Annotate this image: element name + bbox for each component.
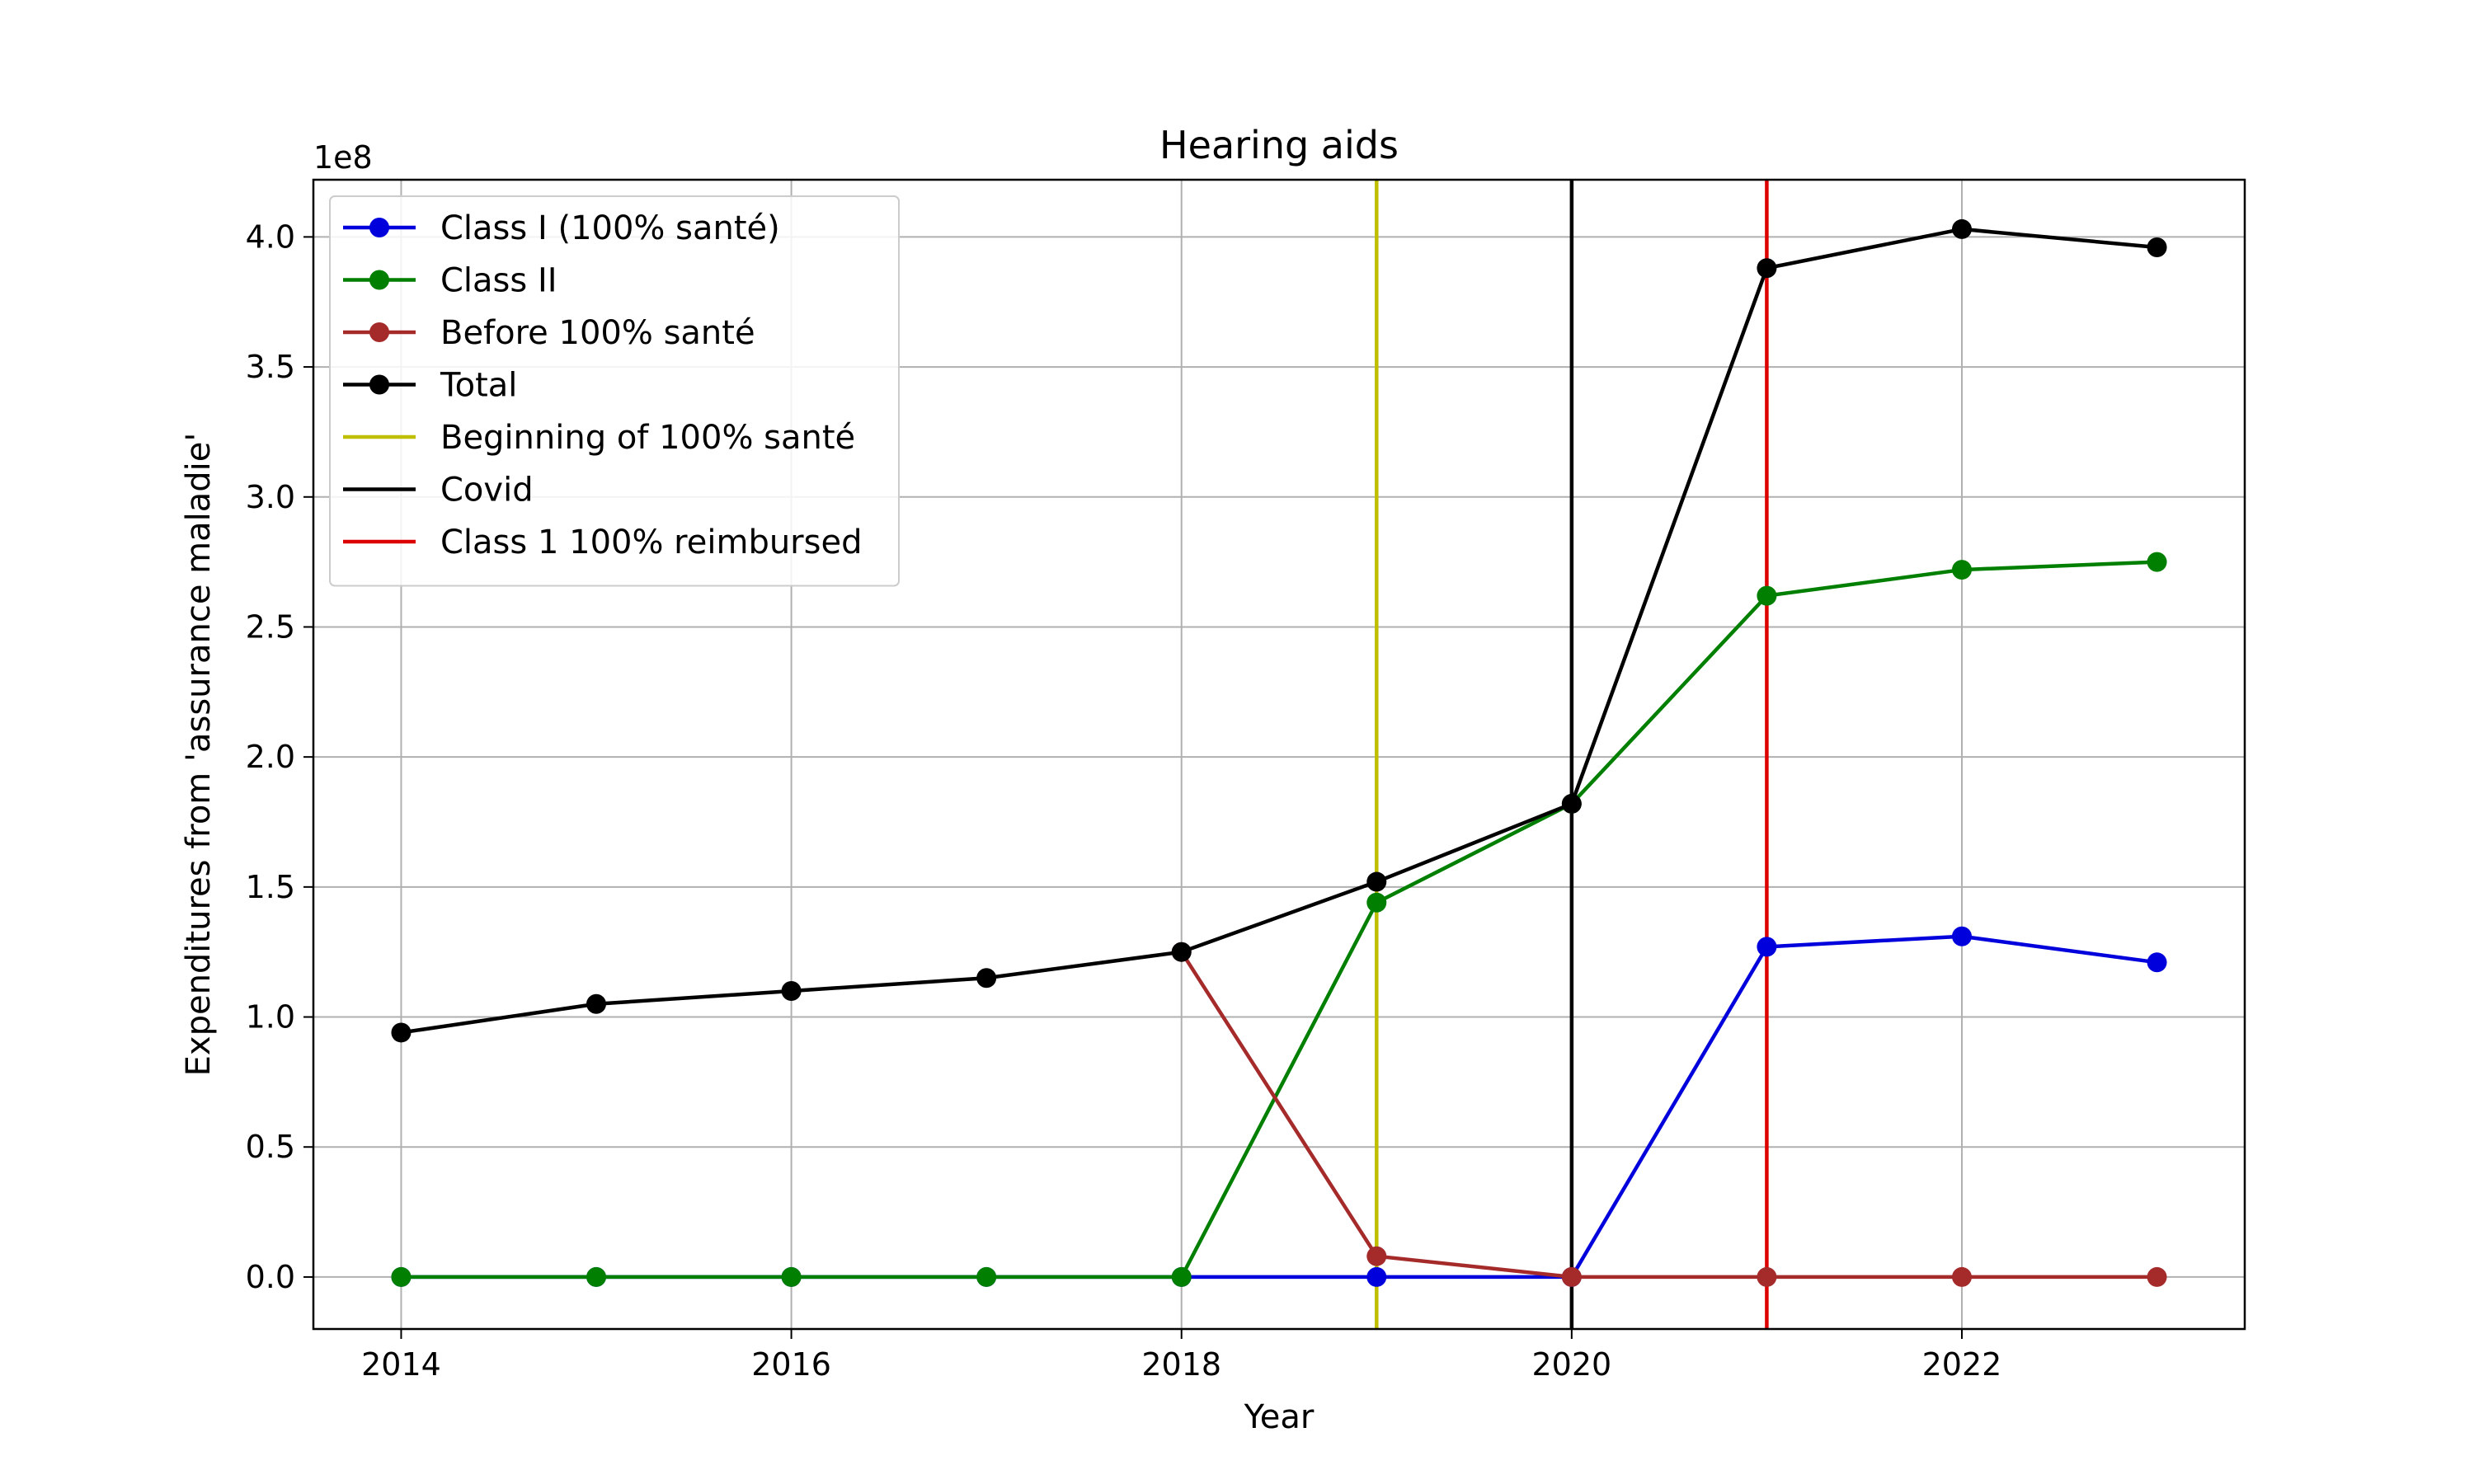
legend-label: Total (440, 367, 517, 405)
legend-swatch-marker (369, 374, 389, 395)
data-point (1171, 942, 1192, 962)
y-tick-label: 0.5 (246, 1129, 295, 1165)
y-axis-title: Expenditures from 'assurance maladie' (180, 433, 218, 1077)
legend-label: Class I (100% santé) (440, 209, 780, 247)
y-tick-label: 2.0 (246, 739, 295, 775)
data-point (1171, 1266, 1192, 1287)
data-point (391, 1266, 412, 1287)
x-tick-label: 2022 (1922, 1346, 2002, 1383)
legend-swatch-marker (369, 322, 389, 342)
data-point (1757, 258, 1777, 279)
y-tick-label: 0.0 (246, 1259, 295, 1295)
data-point (1951, 926, 1972, 946)
data-point (391, 1022, 412, 1043)
data-point (2147, 952, 2167, 973)
data-point (976, 968, 997, 989)
data-point (781, 981, 802, 1001)
reference-lines (1375, 180, 1769, 1329)
x-axis-title: Year (1244, 1398, 1315, 1436)
y-tick-label: 3.0 (246, 479, 295, 515)
legend-box (329, 195, 900, 587)
legend-label: Class 1 100% reimbursed (440, 524, 862, 561)
data-point (1366, 1246, 1387, 1266)
y-tick-label: 3.5 (246, 349, 295, 385)
x-tick-label: 2018 (1141, 1346, 1221, 1383)
x-tick-label: 2014 (361, 1346, 441, 1383)
legend-label: Class II (440, 262, 557, 300)
data-point (1757, 937, 1777, 957)
data-point (1757, 1266, 1777, 1287)
data-point (586, 1266, 607, 1287)
axes: 2014 2016 2018 2020 2022 0.0 0.5 1.0 1.5 2.0 2.5 3.… (246, 218, 2002, 1383)
legend-swatch-marker (369, 218, 389, 237)
series-line (401, 227, 2157, 1035)
legend-label: Beginning of 100% santé (440, 419, 855, 457)
plot-frame (312, 178, 2246, 1331)
data-point (1366, 871, 1387, 892)
data-point (1951, 218, 1972, 239)
y-tick-label: 1.0 (246, 999, 295, 1036)
x-tick-label: 2020 (1531, 1346, 1611, 1383)
series-lines (391, 218, 2167, 1287)
legend-swatch-marker (369, 270, 389, 290)
data-point (1366, 892, 1387, 913)
data-point (1951, 560, 1972, 580)
legend-label: Covid (440, 472, 534, 510)
y-tick-label: 4.0 (246, 218, 295, 255)
data-point (2147, 237, 2167, 257)
data-point (2147, 552, 2167, 572)
legend: Class I (100% santé) Class II Before 100% … (329, 195, 900, 587)
data-point (1561, 793, 1582, 814)
data-point (2147, 1266, 2167, 1287)
y-tick-label: 2.5 (246, 608, 295, 645)
data-point (586, 993, 607, 1014)
series-line (1179, 951, 2157, 1280)
series-line (401, 560, 2157, 1280)
legend-label: Before 100% santé (440, 314, 755, 352)
data-point (976, 1266, 997, 1287)
data-point (1951, 1266, 1972, 1287)
data-point (1561, 1266, 1582, 1287)
data-point (1366, 1266, 1387, 1287)
x-tick-label: 2016 (751, 1346, 831, 1383)
chart-title: Hearing aids (1159, 123, 1399, 167)
data-point (781, 1266, 802, 1287)
y-tick-label: 1.5 (246, 869, 295, 905)
data-point (1757, 585, 1777, 606)
y-axis-offset-label: 1e8 (313, 139, 373, 176)
